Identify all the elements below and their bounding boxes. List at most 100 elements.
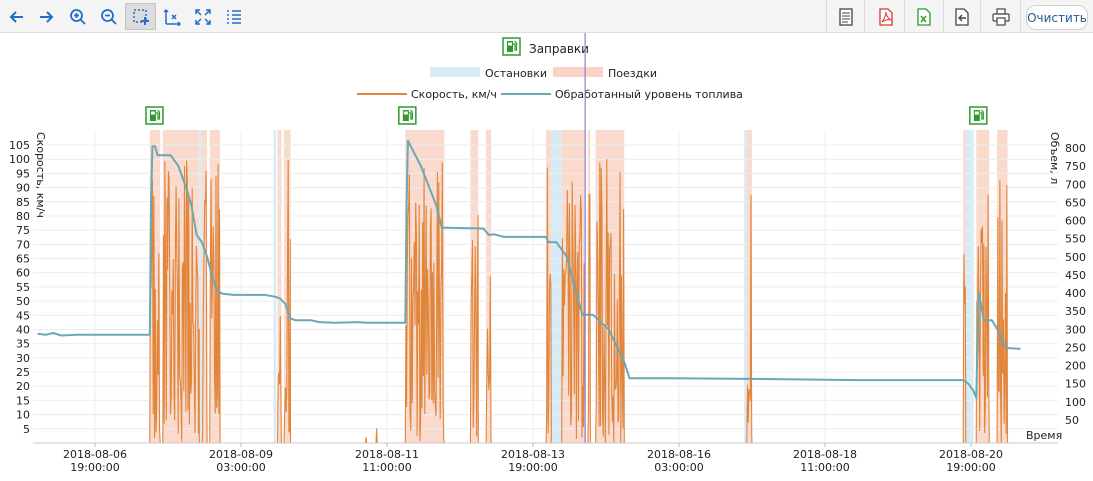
axes: 5101520253035404550556065707580859095100…	[9, 139, 1086, 474]
zoom-out-icon[interactable]	[95, 3, 122, 30]
x-tick-label-date: 2018-08-13	[501, 448, 565, 461]
print-icon[interactable]	[987, 3, 1014, 30]
legend-speed-label: Скорость, км/ч	[411, 88, 497, 101]
refuel-markers	[145, 106, 988, 125]
y-right-tick-label: 450	[1065, 269, 1086, 282]
toolbar-separator	[1020, 0, 1021, 33]
y-left-tick-label: 65	[16, 253, 30, 266]
arrow-right-icon[interactable]	[32, 3, 59, 30]
legend: Заправки Остановки Поездки Скорость, км/…	[357, 37, 743, 101]
fuel-level-line	[37, 139, 1021, 400]
y-left-tick-label: 30	[16, 352, 30, 365]
x-tick-label-date: 2018-08-06	[63, 448, 127, 461]
y-left-tick-label: 100	[9, 153, 30, 166]
y-right-tick-label: 500	[1065, 251, 1086, 264]
fuel-series	[37, 139, 1021, 400]
y-right-tick-label: 150	[1065, 378, 1086, 391]
y-left-tick-label: 90	[16, 182, 30, 195]
y-left-tick-label: 70	[16, 238, 30, 251]
pdf-export-icon[interactable]	[872, 3, 899, 30]
legend-trips-label: Поездки	[608, 67, 657, 80]
y-right-tick-label: 550	[1065, 233, 1086, 246]
x-tick-label-date: 2018-08-09	[209, 448, 273, 461]
x-tick-label-time: 03:00:00	[216, 461, 265, 474]
refuel-marker-icon	[398, 106, 417, 125]
y-right-tick-label: 350	[1065, 305, 1086, 318]
refuel-marker-icon	[145, 106, 164, 125]
y-right-tick-label: 650	[1065, 196, 1086, 209]
y-left-tick-label: 20	[16, 380, 30, 393]
toolbar-separator	[904, 0, 905, 33]
legend-list-icon[interactable]	[220, 3, 247, 30]
chart[interactable]: Заправки Остановки Поездки Скорость, км/…	[0, 33, 1093, 481]
y-right-tick-label: 100	[1065, 396, 1086, 409]
y-left-tick-label: 75	[16, 224, 30, 237]
y-left-tick-label: 85	[16, 196, 30, 209]
y-right-tick-label: 50	[1065, 414, 1079, 427]
refuel-marker-icon	[969, 106, 988, 125]
axis-zoom-icon[interactable]	[158, 3, 185, 30]
x-tick-label-time: 11:00:00	[800, 461, 849, 474]
legend-stops[interactable]: Остановки	[430, 67, 547, 80]
legend-trips[interactable]: Поездки	[553, 67, 657, 80]
x-tick-label-time: 19:00:00	[508, 461, 557, 474]
zoom-reset-icon[interactable]	[189, 3, 216, 30]
toolbar-separator	[980, 0, 981, 33]
arrow-left-icon[interactable]	[3, 3, 30, 30]
x-tick-label-time: 11:00:00	[362, 461, 411, 474]
y-right-tick-label: 300	[1065, 323, 1086, 336]
legend-fuel[interactable]: Обработанный уровень топлива	[501, 88, 743, 101]
legend-stops-label: Остановки	[485, 67, 547, 80]
import-icon[interactable]	[948, 3, 975, 30]
legend-trips-swatch	[553, 67, 603, 77]
fuel-pump-icon	[502, 37, 521, 56]
y-left-tick-label: 5	[23, 423, 30, 436]
y-right-tick-label: 400	[1065, 287, 1086, 300]
y-left-tick-label: 40	[16, 323, 30, 336]
speed-series	[37, 158, 1021, 444]
y-left-tick-label: 50	[16, 295, 30, 308]
y-right-axis-label: Объем, л	[1048, 132, 1061, 184]
x-tick-label-date: 2018-08-16	[647, 448, 711, 461]
y-right-tick-label: 200	[1065, 360, 1086, 373]
x-tick-label-date: 2018-08-18	[793, 448, 857, 461]
document-icon[interactable]	[832, 3, 859, 30]
y-left-axis-label: Скорость, км/ч	[34, 132, 47, 218]
y-right-tick-label: 750	[1065, 160, 1086, 173]
y-right-tick-label: 600	[1065, 215, 1086, 228]
y-left-tick-label: 105	[9, 139, 30, 152]
y-right-tick-label: 250	[1065, 341, 1086, 354]
x-tick-label-time: 19:00:00	[946, 461, 995, 474]
y-left-tick-label: 80	[16, 210, 30, 223]
toolbar-separator	[864, 0, 865, 33]
y-right-tick-label: 800	[1065, 142, 1086, 155]
y-left-tick-label: 10	[16, 409, 30, 422]
y-left-tick-label: 25	[16, 366, 30, 379]
grid	[33, 130, 1058, 443]
y-left-tick-label: 95	[16, 167, 30, 180]
y-left-tick-label: 60	[16, 267, 30, 280]
x-tick-label-time: 03:00:00	[654, 461, 703, 474]
legend-speed[interactable]: Скорость, км/ч	[357, 88, 497, 101]
toolbar-separator	[826, 0, 827, 33]
toolbar: Очистить	[0, 0, 1093, 33]
x-axis-label: Время	[1026, 429, 1062, 442]
x-tick-label-date: 2018-08-11	[355, 448, 419, 461]
zoom-in-icon[interactable]	[64, 3, 91, 30]
legend-refuel-label: Заправки	[529, 42, 589, 56]
box-zoom-icon[interactable]	[125, 3, 156, 30]
clear-button[interactable]: Очистить	[1026, 5, 1088, 30]
legend-fuel-label: Обработанный уровень топлива	[555, 88, 743, 101]
legend-refuel[interactable]: Заправки	[502, 37, 589, 56]
y-left-tick-label: 35	[16, 338, 30, 351]
excel-export-icon[interactable]	[910, 3, 937, 30]
toolbar-separator	[943, 0, 944, 33]
x-tick-label-time: 19:00:00	[70, 461, 119, 474]
y-left-tick-label: 45	[16, 309, 30, 322]
legend-stops-swatch	[430, 67, 480, 77]
x-tick-label-date: 2018-08-20	[939, 448, 1003, 461]
y-right-tick-label: 700	[1065, 178, 1086, 191]
speed-line	[37, 158, 1021, 444]
y-left-tick-label: 15	[16, 394, 30, 407]
y-left-tick-label: 55	[16, 281, 30, 294]
